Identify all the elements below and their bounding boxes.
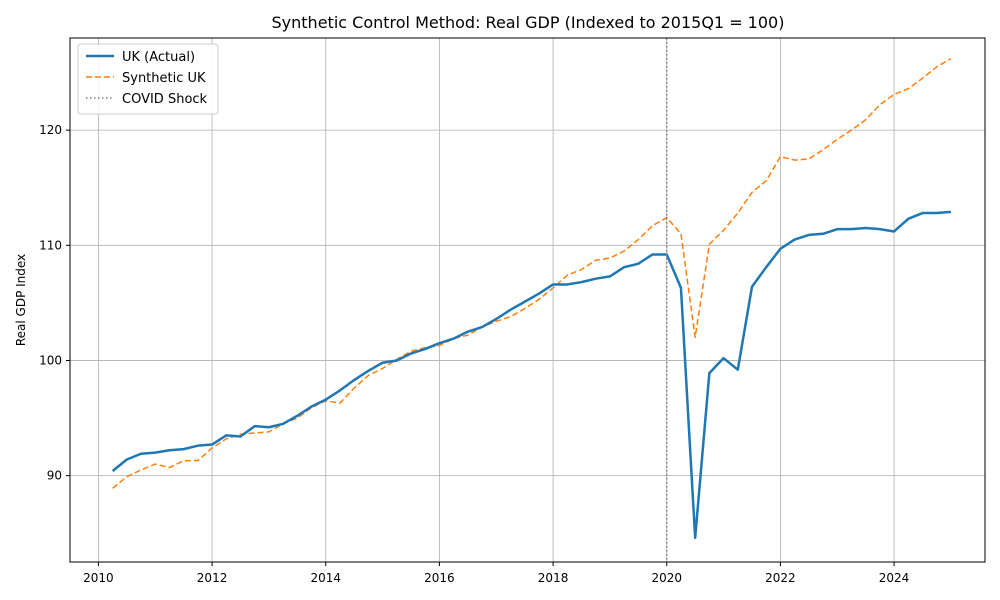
legend-label-covid: COVID Shock (122, 92, 208, 107)
x-tick-label: 2012 (197, 571, 228, 585)
chart-title: Synthetic Control Method: Real GDP (Inde… (272, 13, 785, 32)
x-tick-label: 2024 (879, 571, 910, 585)
x-tick-label: 2018 (538, 571, 569, 585)
ticks: 2010 2012 2014 2016 2018 2020 2022 2024 90 100 110… (39, 123, 909, 585)
y-axis-label: Real GDP Index (14, 254, 28, 346)
series-line-synthetic-uk (112, 58, 952, 489)
legend-label-actual: UK (Actual) (122, 50, 195, 65)
y-tick-label: 100 (39, 353, 62, 367)
y-tick-label: 110 (39, 238, 62, 252)
x-tick-label: 2014 (310, 571, 341, 585)
x-tick-label: 2022 (765, 571, 796, 585)
y-tick-label: 120 (39, 123, 62, 137)
y-tick-label: 90 (47, 469, 62, 483)
legend: UK (Actual) Synthetic UK COVID Shock (77, 43, 219, 115)
grid (70, 38, 985, 562)
x-tick-label: 2016 (424, 571, 455, 585)
x-tick-label: 2010 (83, 571, 114, 585)
series-line-uk-actual (111, 210, 952, 540)
series-layer (111, 38, 952, 562)
plot-frame (69, 37, 986, 563)
x-tick-label: 2020 (651, 571, 682, 585)
legend-label-synthetic: Synthetic UK (122, 71, 206, 86)
legend-box (77, 43, 219, 115)
